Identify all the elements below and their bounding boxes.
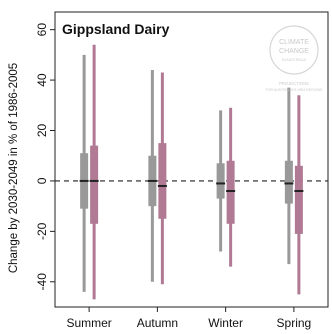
y-tick-label: 0 xyxy=(35,177,49,184)
logo-caption-1: PROJECTIONS xyxy=(279,81,309,86)
y-axis: -40 -20 0 20 40 60 xyxy=(35,23,55,291)
logo-line-3: IN AUSTRALIA xyxy=(282,58,306,62)
y-tick-label: 60 xyxy=(35,23,49,37)
y-tick-label: -40 xyxy=(35,273,49,291)
logo-caption-2: FOR AUSTRALIA'S NRM REGIONS xyxy=(266,88,323,92)
box-iqr xyxy=(226,160,235,224)
box-iqr xyxy=(216,163,225,199)
y-tick-label: 20 xyxy=(35,124,49,138)
x-tick-label: Summer xyxy=(66,316,111,330)
x-axis: Summer Autumn Winter Spring xyxy=(66,307,311,330)
box-iqr xyxy=(284,160,293,204)
x-tick-label: Spring xyxy=(277,316,312,330)
climate-change-logo: CLIMATE CHANGE IN AUSTRALIA PROJECTIONS … xyxy=(266,25,323,92)
logo-line-2: CHANGE xyxy=(279,48,309,55)
logo-line-1: CLIMATE xyxy=(279,39,309,46)
box-iqr xyxy=(90,145,99,224)
box-iqr xyxy=(294,165,303,234)
x-tick-label: Autumn xyxy=(137,316,178,330)
box-iqr xyxy=(158,143,167,219)
plot-frame xyxy=(54,11,329,308)
box-series xyxy=(79,44,304,300)
y-axis-label: Change by 2030-2049 in % of 1986-2005 xyxy=(8,63,20,273)
y-tick-label: 40 xyxy=(35,73,49,87)
x-tick-label: Winter xyxy=(208,316,243,330)
chart-title: Gippsland Dairy xyxy=(62,21,170,37)
y-tick-label: -20 xyxy=(35,222,49,240)
